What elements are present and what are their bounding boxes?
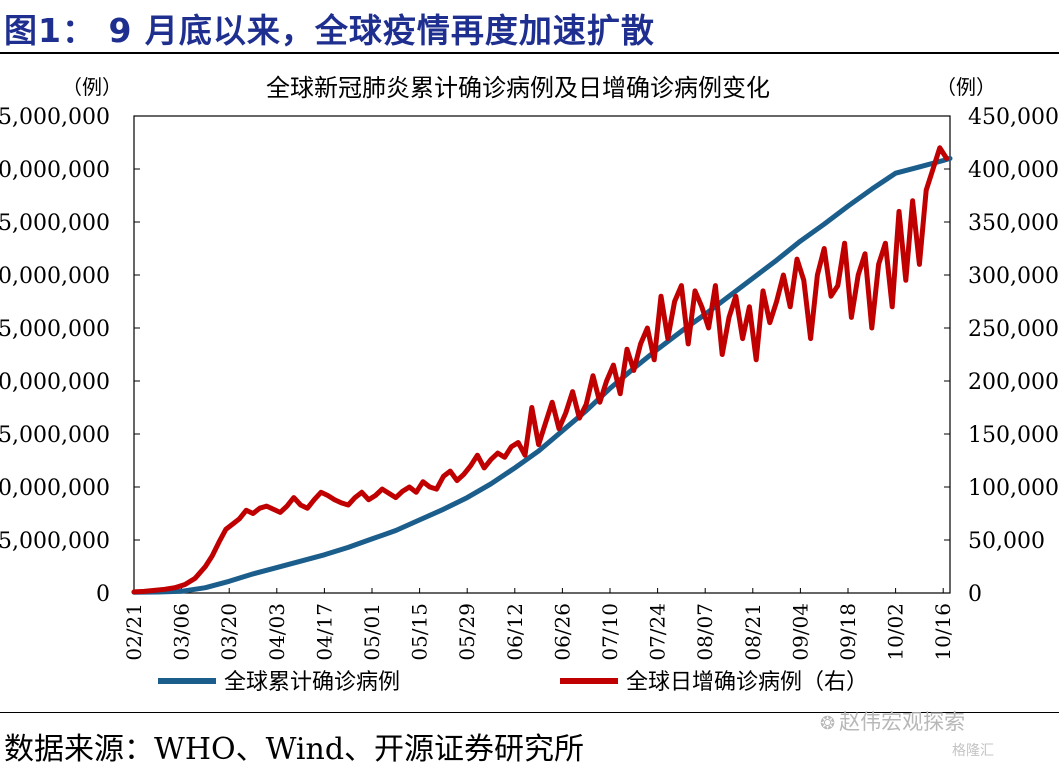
source-note: 数据来源：WHO、Wind、开源证券研究所 <box>4 732 585 767</box>
right-tick-label: 200,000 <box>968 370 1059 395</box>
plot-frame <box>133 115 951 594</box>
watermark-sub: 格隆汇 <box>952 743 994 759</box>
series-cumulative-line <box>131 155 953 595</box>
right-tick-label: 300,000 <box>968 264 1059 289</box>
x-tick-label: 05/01 <box>360 603 384 661</box>
right-tick-label: 100,000 <box>968 476 1059 501</box>
left-axis-ticks: 0 5,000,000 10,000,000 15,000,000 20,000,000… <box>0 105 140 607</box>
x-tick-label: 06/12 <box>503 603 527 661</box>
left-tick-label: 5,000,000 <box>0 529 110 554</box>
right-tick-label: 150,000 <box>968 423 1059 448</box>
left-axis-unit: （例） <box>62 75 122 99</box>
x-tick-label: 04/17 <box>312 603 336 661</box>
left-tick-label: 35,000,000 <box>0 211 110 236</box>
series-daily-line <box>131 145 950 595</box>
x-tick-label: 05/15 <box>408 603 432 661</box>
wechat-icon: ❂ <box>820 713 836 734</box>
x-tick-label: 05/29 <box>455 603 479 661</box>
x-tick-label: 10/02 <box>884 603 908 661</box>
left-tick-label: 40,000,000 <box>0 158 110 183</box>
chart: 全球新冠肺炎累计确诊病例及日增确诊病例变化 （例） （例） 0 5,000,000… <box>0 74 1059 695</box>
x-tick-label: 08/21 <box>741 603 765 661</box>
legend-label-daily: 全球日增确诊病例（右） <box>626 670 868 695</box>
x-tick-label: 09/18 <box>836 603 860 661</box>
series-group <box>131 145 953 595</box>
right-tick-label: 0 <box>968 582 982 607</box>
right-axis-ticks: 0 50,000 100,000 150,000 200,000 250,000 300,0… <box>944 105 1059 607</box>
x-tick-label: 06/26 <box>550 603 574 661</box>
x-tick-label: 09/04 <box>788 603 812 661</box>
left-tick-label: 45,000,000 <box>0 105 110 130</box>
x-tick-label: 10/16 <box>931 603 955 661</box>
right-tick-label: 350,000 <box>968 211 1059 236</box>
left-tick-label: 30,000,000 <box>0 264 110 289</box>
x-tick-label: 04/03 <box>265 603 289 661</box>
left-tick-label: 20,000,000 <box>0 370 110 395</box>
watermark-text: 赵伟宏观探索 <box>839 710 966 734</box>
left-tick-label: 0 <box>96 582 110 607</box>
x-tick-label: 03/20 <box>217 603 241 661</box>
chart-title: 全球新冠肺炎累计确诊病例及日增确诊病例变化 <box>266 74 770 102</box>
watermark: ❂ 赵伟宏观探索 <box>820 706 965 736</box>
x-axis-ticks: 02/21 03/06 03/20 04/03 04/17 05/01 05/15 05/29… <box>122 588 955 661</box>
title-divider <box>0 52 1059 54</box>
x-tick-label: 03/06 <box>170 603 194 661</box>
axes <box>133 115 951 594</box>
x-tick-label: 02/21 <box>122 603 146 661</box>
x-tick-label: 07/24 <box>646 603 670 661</box>
left-tick-label: 10,000,000 <box>0 476 110 501</box>
source-divider <box>0 712 1059 713</box>
legend: 全球累计确诊病例 全球日增确诊病例（右） <box>158 670 868 695</box>
left-tick-label: 15,000,000 <box>0 423 110 448</box>
right-tick-label: 50,000 <box>968 529 1045 554</box>
x-tick-label: 08/07 <box>693 603 717 661</box>
legend-label-cumulative: 全球累计确诊病例 <box>224 670 400 695</box>
right-tick-label: 400,000 <box>968 158 1059 183</box>
right-axis-unit: （例） <box>936 75 996 99</box>
x-tick-label: 07/10 <box>598 603 622 661</box>
left-tick-label: 25,000,000 <box>0 317 110 342</box>
figure-title: 图1： 9 月底以来，全球疫情再度加速扩散 <box>4 11 655 50</box>
right-tick-label: 250,000 <box>968 317 1059 342</box>
right-tick-label: 450,000 <box>968 105 1059 130</box>
